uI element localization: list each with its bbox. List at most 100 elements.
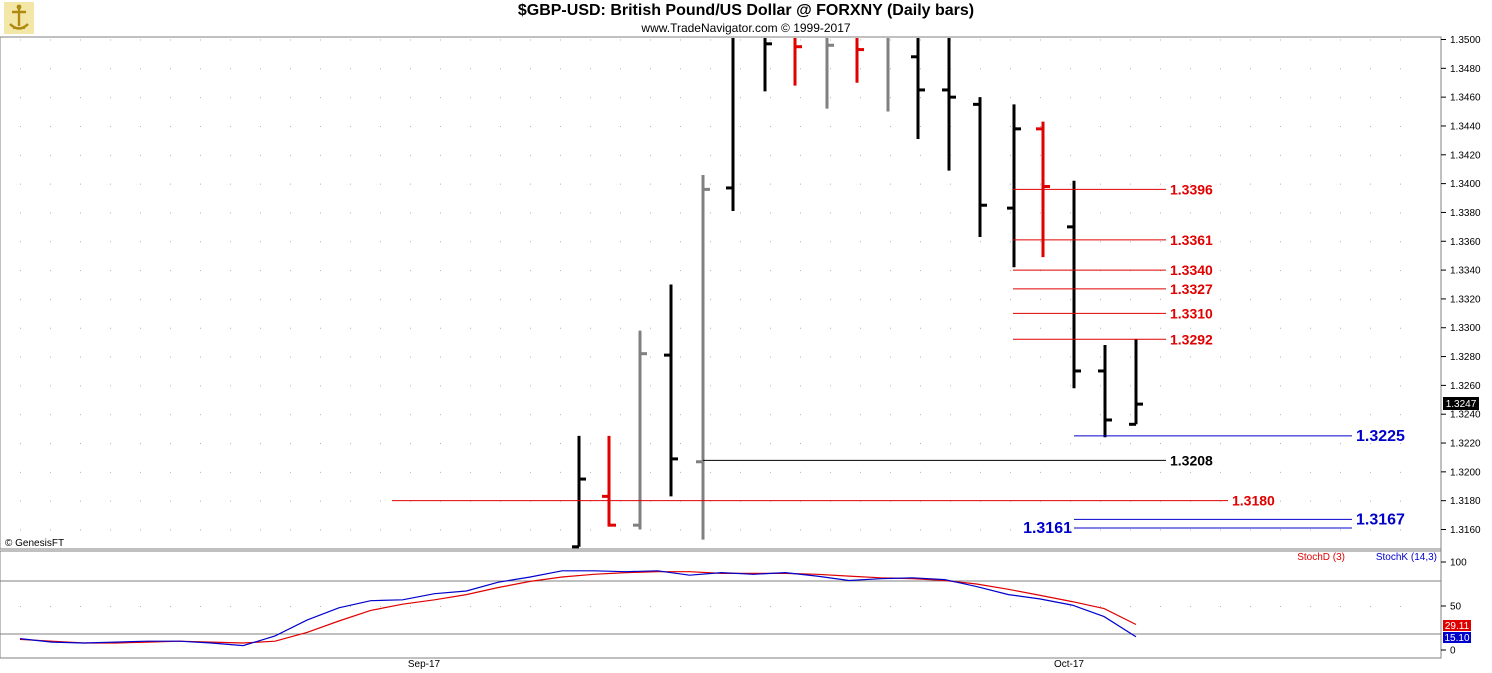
grid-dot: [170, 212, 171, 214]
grid-dot: [1070, 154, 1071, 156]
grid-dot: [650, 529, 651, 531]
grid-dot: [1370, 212, 1371, 214]
grid-dot: [890, 356, 891, 358]
grid-dot: [620, 183, 621, 185]
grid-dot: [1190, 327, 1191, 329]
grid-dot: [710, 125, 711, 127]
grid-dot: [950, 385, 951, 387]
grid-dot: [1190, 212, 1191, 214]
grid-dot: [1250, 125, 1251, 127]
grid-dot: [860, 212, 861, 214]
stoch-grid-dot: [680, 606, 681, 607]
grid-dot: [1070, 39, 1071, 41]
grid-dot: [410, 97, 411, 99]
grid-dot: [1310, 212, 1311, 214]
grid-dot: [1040, 125, 1041, 127]
grid-dot: [170, 183, 171, 185]
grid-dot: [1130, 298, 1131, 300]
grid-dot: [440, 183, 441, 185]
grid-dot: [1250, 414, 1251, 416]
grid-dot: [1070, 443, 1071, 445]
grid-dot: [1130, 68, 1131, 70]
ohlc-bar: [793, 38, 802, 86]
grid-dot: [410, 270, 411, 272]
grid-dot: [830, 529, 831, 531]
stoch-grid-dot: [230, 606, 231, 607]
grid-dot: [200, 212, 201, 214]
ship-logo-icon: [4, 2, 34, 34]
grid-dot: [380, 414, 381, 416]
grid-dot: [380, 270, 381, 272]
grid-dot: [1010, 327, 1011, 329]
grid-dot: [110, 154, 111, 156]
grid-dot: [1280, 97, 1281, 99]
grid-dot: [1370, 154, 1371, 156]
grid-dot: [1370, 125, 1371, 127]
grid-dot: [80, 298, 81, 300]
grid-dot: [740, 414, 741, 416]
grid-dot: [200, 68, 201, 70]
grid-dot: [500, 443, 501, 445]
grid-dot: [560, 443, 561, 445]
stoch-grid-dot: [200, 606, 201, 607]
grid-dot: [1340, 125, 1341, 127]
grid-dot: [1100, 39, 1101, 41]
grid-dot: [80, 414, 81, 416]
stoch-grid-dot: [650, 606, 651, 607]
grid-dot: [920, 471, 921, 473]
stoch-grid-dot: [1400, 606, 1401, 607]
grid-dot: [50, 356, 51, 358]
grid-dot: [140, 270, 141, 272]
grid-dot: [1010, 97, 1011, 99]
grid-dot: [50, 500, 51, 502]
grid-dot: [1220, 125, 1221, 127]
grid-dot: [1280, 529, 1281, 531]
grid-dot: [950, 356, 951, 358]
grid-dot: [650, 270, 651, 272]
grid-dot: [1250, 529, 1251, 531]
grid-dot: [230, 97, 231, 99]
grid-dot: [1250, 212, 1251, 214]
stoch-grid-dot: [1370, 606, 1371, 607]
grid-dot: [1010, 68, 1011, 70]
grid-dot: [350, 327, 351, 329]
grid-dot: [260, 529, 261, 531]
grid-dot: [1310, 68, 1311, 70]
grid-dot: [560, 356, 561, 358]
grid-dot: [770, 183, 771, 185]
grid-dot: [890, 529, 891, 531]
grid-dot: [470, 471, 471, 473]
ohlc-bar: [696, 174, 710, 540]
stoch-grid-dot: [620, 606, 621, 607]
grid-dot: [440, 270, 441, 272]
grid-dot: [830, 298, 831, 300]
grid-dot: [1100, 212, 1101, 214]
grid-dot: [740, 471, 741, 473]
grid-dot: [320, 500, 321, 502]
grid-dot: [920, 270, 921, 272]
grid-dot: [1070, 298, 1071, 300]
grid-dot: [620, 270, 621, 272]
grid-dot: [50, 443, 51, 445]
grid-dot: [950, 270, 951, 272]
grid-dot: [110, 414, 111, 416]
grid-dot: [1340, 327, 1341, 329]
grid-dot: [1400, 327, 1401, 329]
grid-dot: [1160, 97, 1161, 99]
grid-dot: [620, 241, 621, 243]
grid-dot: [290, 241, 291, 243]
grid-dot: [680, 241, 681, 243]
grid-dot: [470, 356, 471, 358]
grid-dot: [800, 356, 801, 358]
grid-dot: [1250, 500, 1251, 502]
grid-dot: [770, 241, 771, 243]
grid-dot: [890, 39, 891, 41]
stoch-d-last: 29.11: [1445, 621, 1470, 632]
grid-dot: [1400, 500, 1401, 502]
stoch-grid-dot: [290, 606, 291, 607]
grid-dot: [1310, 327, 1311, 329]
grid-dot: [890, 212, 891, 214]
grid-dot: [830, 241, 831, 243]
grid-dot: [440, 154, 441, 156]
grid-dot: [590, 125, 591, 127]
